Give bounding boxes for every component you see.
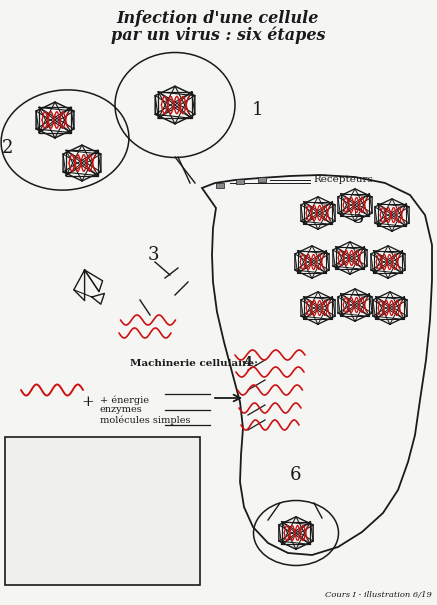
Text: Infection d'une cellule: Infection d'une cellule bbox=[117, 10, 319, 27]
Bar bbox=[258, 177, 266, 182]
Text: Machinerie cellulaire:: Machinerie cellulaire: bbox=[130, 359, 258, 367]
Bar bbox=[236, 179, 244, 184]
Text: 5 Encapsidation: 5 Encapsidation bbox=[14, 538, 116, 551]
Text: Récepteurs: Récepteurs bbox=[313, 174, 373, 184]
FancyBboxPatch shape bbox=[5, 437, 200, 585]
Text: 6: 6 bbox=[290, 466, 302, 484]
Text: molécules simples: molécules simples bbox=[100, 415, 191, 425]
Text: 4: 4 bbox=[243, 356, 252, 370]
Text: 3: 3 bbox=[148, 246, 160, 264]
Text: par un virus : six étapes: par un virus : six étapes bbox=[111, 26, 325, 44]
Text: 6 Libération: 6 Libération bbox=[14, 560, 100, 573]
Text: 1 Attachement: 1 Attachement bbox=[14, 450, 117, 463]
Text: 2 Pénétration: 2 Pénétration bbox=[14, 472, 100, 485]
Text: 5: 5 bbox=[352, 209, 364, 227]
Text: 4 Réplication: 4 Réplication bbox=[14, 516, 108, 529]
Bar bbox=[216, 183, 224, 188]
Text: Cours I - illustration 6/19: Cours I - illustration 6/19 bbox=[325, 591, 432, 599]
Text: enzymes: enzymes bbox=[100, 405, 143, 414]
Text: 2: 2 bbox=[2, 139, 14, 157]
Text: +: + bbox=[82, 395, 94, 409]
Text: 1: 1 bbox=[252, 101, 264, 119]
Text: 3 Décapsidation: 3 Décapsidation bbox=[14, 494, 127, 508]
Text: + énergie: + énergie bbox=[100, 395, 149, 405]
